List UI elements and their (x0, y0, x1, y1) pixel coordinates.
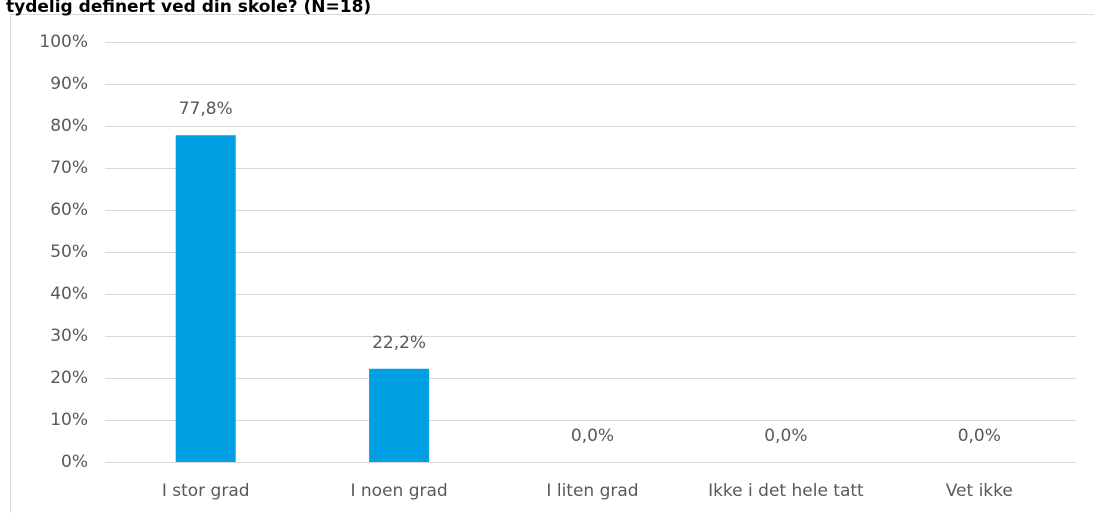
y-tick-label: 60% (50, 200, 88, 220)
data-label: 0,0% (958, 426, 1001, 446)
y-tick-label: 100% (39, 32, 88, 52)
y-tick-label: 90% (50, 74, 88, 94)
bar (175, 135, 236, 463)
data-label: 0,0% (571, 426, 614, 446)
y-tick-label: 70% (50, 158, 88, 178)
y-tick-label: 80% (50, 116, 88, 136)
data-label: 77,8% (179, 99, 233, 119)
chart-frame (10, 14, 1094, 513)
data-label: 0,0% (764, 426, 807, 446)
y-tick-label: 30% (50, 326, 88, 346)
chart-title: tydelig definert ved din skole? (N=18) (6, 0, 371, 17)
x-tick-label: Ikke i det hele tatt (708, 481, 864, 501)
bar (369, 368, 430, 462)
x-tick-label: I stor grad (162, 481, 250, 501)
y-tick-label: 50% (50, 242, 88, 262)
data-label: 22,2% (372, 333, 426, 353)
x-tick-label: I noen grad (350, 481, 447, 501)
y-tick-label: 40% (50, 284, 88, 304)
y-tick-label: 0% (61, 452, 88, 472)
y-tick-label: 10% (50, 410, 88, 430)
x-tick-label: Vet ikke (946, 481, 1013, 501)
y-tick-label: 20% (50, 368, 88, 388)
x-tick-label: I liten grad (546, 481, 638, 501)
